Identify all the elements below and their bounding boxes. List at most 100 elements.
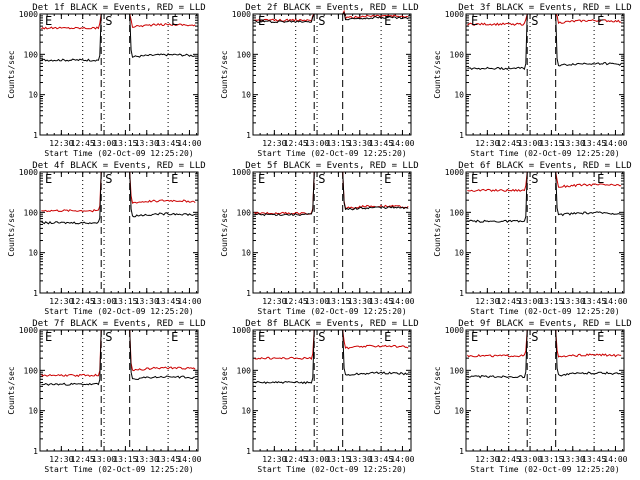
events-series-line xyxy=(254,329,409,385)
x-tick-label: 13:30 xyxy=(561,455,585,464)
y-tick-label: 10 xyxy=(454,91,464,100)
y-tick-label: 100 xyxy=(24,50,39,59)
x-tick-label: 13:15 xyxy=(326,139,350,148)
plot-frame xyxy=(39,329,199,452)
x-tick-label: 13:45 xyxy=(156,455,180,464)
event-marker-label: E xyxy=(471,172,478,186)
x-tick-label: 13:30 xyxy=(561,297,585,306)
chart-title: Det 6f BLACK = Events, RED = LLD xyxy=(458,161,631,171)
x-tick-label: 13:00 xyxy=(518,297,542,306)
chart-title: Det 2f BLACK = Events, RED = LLD xyxy=(245,3,418,13)
event-marker-label: S xyxy=(105,14,112,28)
x-tick-label: 14:00 xyxy=(390,139,414,148)
y-tick-label: 1 xyxy=(246,131,251,140)
plot-frame xyxy=(39,13,199,136)
x-axis-label: Start Time (02-Oct-09 12:25:20) xyxy=(257,307,406,316)
x-tick-label: 13:00 xyxy=(518,139,542,148)
plot-frame xyxy=(252,13,412,136)
y-tick-label: 1000 xyxy=(445,10,464,19)
x-tick-label: 13:45 xyxy=(582,297,606,306)
plot-frame xyxy=(252,329,412,452)
x-tick-label: 12:30 xyxy=(475,455,499,464)
y-tick-label: 10 xyxy=(454,407,464,416)
y-tick-label: 10 xyxy=(454,249,464,258)
lld-series-line xyxy=(254,329,409,360)
x-tick-label: 13:15 xyxy=(326,297,350,306)
y-tick-label: 1 xyxy=(33,289,38,298)
x-tick-label: 13:30 xyxy=(348,297,372,306)
y-tick-label: 1000 xyxy=(19,10,38,19)
x-tick-label: 13:15 xyxy=(113,297,137,306)
y-tick-label: 1000 xyxy=(445,168,464,177)
events-series-line xyxy=(467,13,622,71)
event-marker-label: E xyxy=(597,14,604,28)
x-tick-label: 14:00 xyxy=(177,297,201,306)
x-axis-label: Start Time (02-Oct-09 12:25:20) xyxy=(470,149,619,158)
chart-title: Det 4f BLACK = Events, RED = LLD xyxy=(32,161,205,171)
event-marker-label: S xyxy=(531,330,538,344)
x-tick-label: 13:15 xyxy=(113,139,137,148)
x-tick-label: 13:15 xyxy=(539,455,563,464)
x-axis-label: Start Time (02-Oct-09 12:25:20) xyxy=(44,465,193,474)
x-axis-label: Start Time (02-Oct-09 12:25:20) xyxy=(470,307,619,316)
event-marker-label: S xyxy=(531,14,538,28)
x-tick-label: 14:00 xyxy=(177,139,201,148)
x-tick-label: 13:00 xyxy=(518,455,542,464)
y-tick-label: 100 xyxy=(450,50,465,59)
x-tick-label: 12:45 xyxy=(71,297,95,306)
y-axis-label: Counts/sec xyxy=(7,208,16,256)
x-tick-label: 13:00 xyxy=(92,455,116,464)
x-tick-label: 12:45 xyxy=(284,297,308,306)
lld-series-line xyxy=(467,171,622,192)
x-tick-label: 13:15 xyxy=(539,139,563,148)
x-tick-label: 13:45 xyxy=(582,455,606,464)
y-tick-label: 1 xyxy=(459,289,464,298)
x-tick-label: 12:30 xyxy=(262,297,286,306)
y-tick-label: 1 xyxy=(33,447,38,456)
x-axis-label: Start Time (02-Oct-09 12:25:20) xyxy=(44,307,193,316)
events-series-line xyxy=(467,171,622,223)
y-axis-label: Counts/sec xyxy=(7,366,16,414)
y-tick-label: 10 xyxy=(241,91,251,100)
events-series-line xyxy=(254,11,409,24)
y-tick-label: 1 xyxy=(33,131,38,140)
y-axis-label: Counts/sec xyxy=(220,208,229,256)
x-axis-label: Start Time (02-Oct-09 12:25:20) xyxy=(257,465,406,474)
y-tick-label: 100 xyxy=(237,366,252,375)
x-tick-label: 13:45 xyxy=(582,139,606,148)
event-marker-label: E xyxy=(384,172,391,186)
event-marker-label: S xyxy=(105,172,112,186)
x-tick-label: 12:30 xyxy=(262,139,286,148)
event-marker-label: E xyxy=(384,330,391,344)
x-tick-label: 14:00 xyxy=(390,297,414,306)
x-tick-label: 14:00 xyxy=(603,297,627,306)
y-tick-label: 1000 xyxy=(445,326,464,335)
x-axis-label: Start Time (02-Oct-09 12:25:20) xyxy=(470,465,619,474)
plot-frame xyxy=(465,13,625,136)
plot-frame xyxy=(39,171,199,294)
lld-series-line xyxy=(41,13,196,30)
event-marker-label: E xyxy=(258,172,265,186)
lld-series-line xyxy=(41,171,196,213)
lld-series-line xyxy=(467,13,622,26)
x-tick-label: 14:00 xyxy=(603,455,627,464)
y-tick-label: 1000 xyxy=(232,326,251,335)
x-tick-label: 12:45 xyxy=(284,455,308,464)
y-tick-label: 1 xyxy=(246,289,251,298)
chart-title: Det 8f BLACK = Events, RED = LLD xyxy=(245,319,418,329)
y-tick-label: 1 xyxy=(459,447,464,456)
event-marker-label: S xyxy=(105,330,112,344)
event-marker-label: E xyxy=(471,14,478,28)
x-tick-label: 12:30 xyxy=(49,455,73,464)
y-tick-label: 1000 xyxy=(232,10,251,19)
event-marker-label: E xyxy=(171,14,178,28)
events-series-line xyxy=(254,171,409,217)
x-tick-label: 13:45 xyxy=(369,297,393,306)
y-axis-label: Counts/sec xyxy=(433,366,442,414)
y-axis-label: Counts/sec xyxy=(220,366,229,414)
y-tick-label: 1 xyxy=(246,447,251,456)
